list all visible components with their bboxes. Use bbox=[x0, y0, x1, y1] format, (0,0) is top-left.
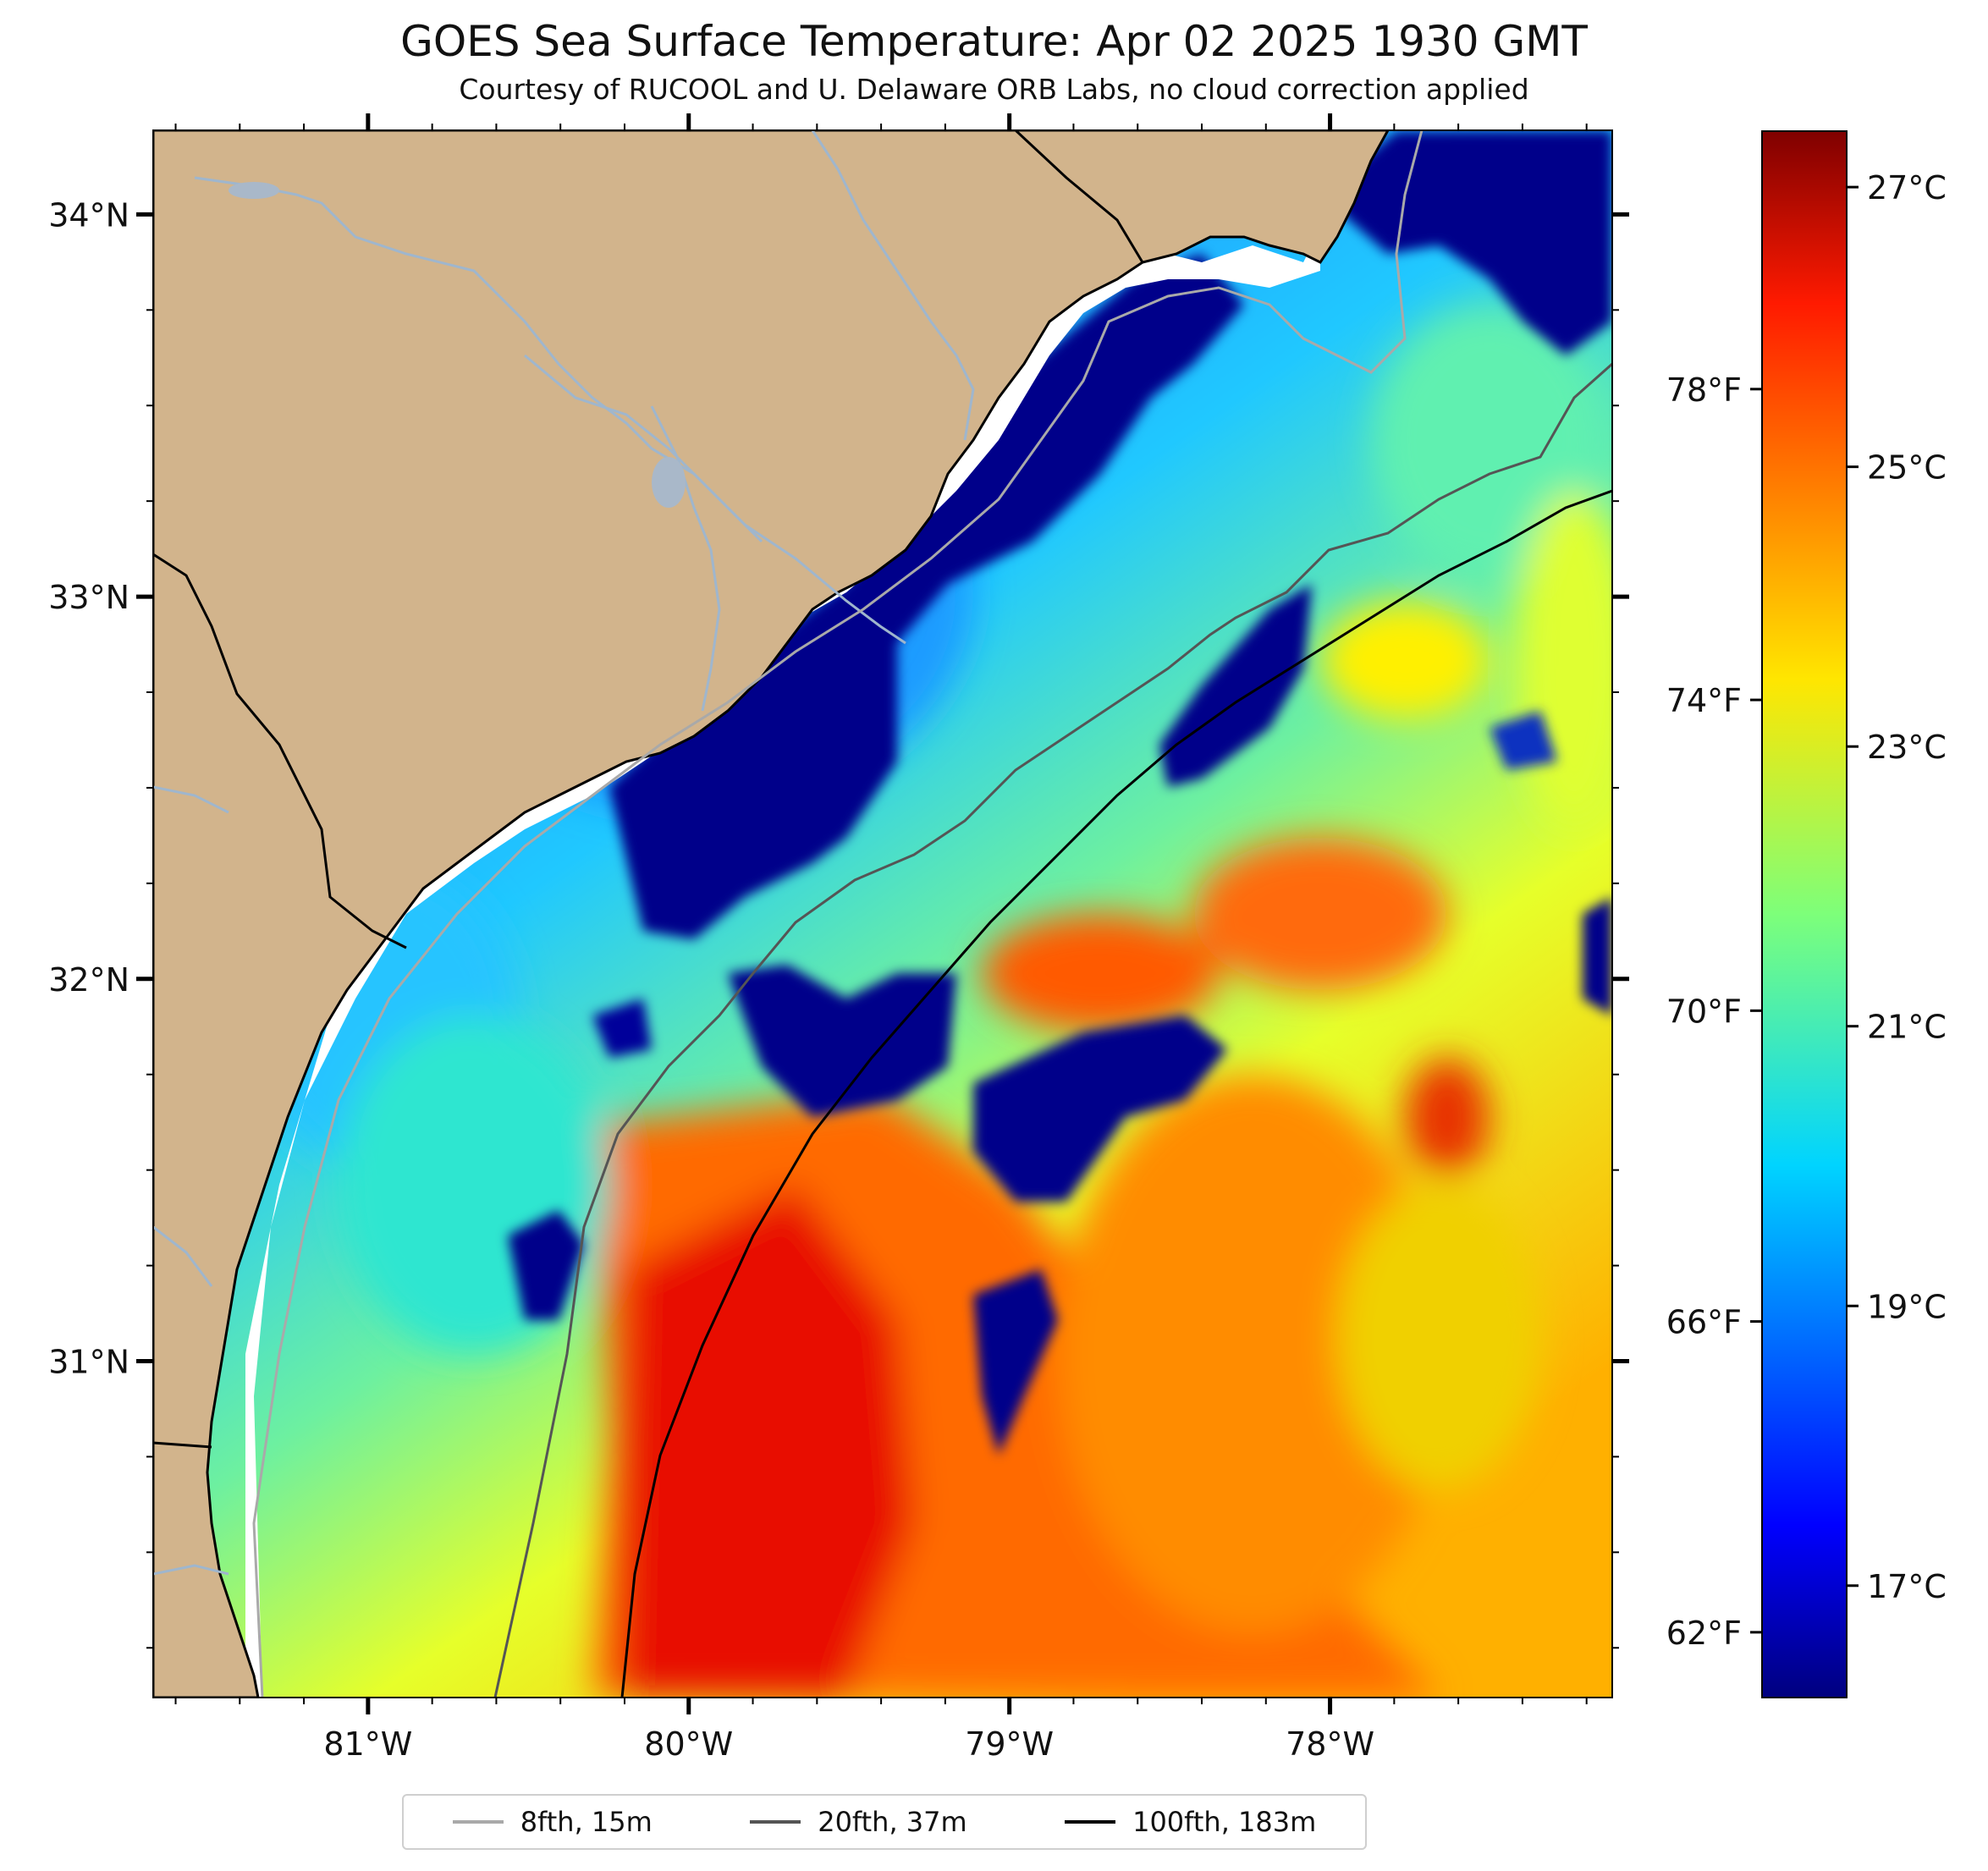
lake-marion bbox=[652, 457, 686, 508]
legend-label-20fth: 20fth, 37m bbox=[818, 1806, 967, 1838]
lon-tick-label: 81°W bbox=[323, 1725, 412, 1763]
legend-item-100fth: 100fth, 183m bbox=[1065, 1806, 1316, 1838]
colorbar bbox=[1761, 130, 1848, 1698]
map-ticks: 34°N 33°N 32°N 31°N 81°W 80°W 79°W 78°W bbox=[48, 113, 1629, 1763]
isobath-100fth bbox=[620, 489, 1612, 1698]
cold-patches bbox=[508, 130, 1612, 1456]
celsius-tick-label: 27°C bbox=[1867, 169, 1947, 206]
map-area bbox=[153, 130, 1612, 1698]
legend-item-8fth: 8fth, 15m bbox=[452, 1806, 653, 1838]
lat-tick-label: 34°N bbox=[48, 196, 129, 234]
fahrenheit-tick-label: 78°F bbox=[1666, 371, 1742, 409]
celsius-tick-label: 17°C bbox=[1867, 1568, 1947, 1605]
fahrenheit-tick-label: 74°F bbox=[1666, 682, 1742, 719]
legend-item-20fth: 20fth, 37m bbox=[750, 1806, 967, 1838]
celsius-tick-label: 21°C bbox=[1867, 1009, 1947, 1046]
fahrenheit-tick-label: 70°F bbox=[1666, 993, 1742, 1030]
celsius-tick-label: 25°C bbox=[1867, 449, 1947, 487]
lon-tick-label: 78°W bbox=[1286, 1725, 1374, 1763]
lat-tick-label: 31°N bbox=[48, 1343, 129, 1380]
isobath-legend: 8fth, 15m 20fth, 37m 100fth, 183m bbox=[402, 1794, 1367, 1850]
legend-label-8fth: 8fth, 15m bbox=[520, 1806, 653, 1838]
lat-tick-label: 33°N bbox=[48, 579, 129, 616]
isobath-20fth bbox=[493, 362, 1612, 1698]
legend-swatch-100fth bbox=[1065, 1820, 1116, 1824]
legend-swatch-20fth bbox=[750, 1820, 801, 1824]
colorbar-ticks: 27°C 25°C 23°C 21°C 19°C 17°C 78°F 74°F 70°F 66°F… bbox=[1666, 169, 1947, 1652]
land-mass bbox=[153, 130, 1390, 1698]
celsius-tick-label: 23°C bbox=[1867, 729, 1947, 766]
map-frame bbox=[152, 129, 1613, 1698]
celsius-tick-label: 19°C bbox=[1867, 1288, 1947, 1325]
lon-tick-label: 80°W bbox=[644, 1725, 733, 1763]
lon-tick-label: 79°W bbox=[965, 1725, 1054, 1763]
fahrenheit-tick-label: 66°F bbox=[1666, 1304, 1742, 1341]
fahrenheit-tick-label: 62°F bbox=[1666, 1615, 1742, 1652]
isobath-8fth bbox=[252, 130, 1424, 1698]
map-subtitle: Courtesy of RUCOOL and U. Delaware ORB L… bbox=[459, 73, 1529, 106]
legend-swatch-8fth bbox=[452, 1820, 504, 1824]
map-title: GOES Sea Surface Temperature: Apr 02 202… bbox=[400, 17, 1588, 66]
lat-tick-label: 32°N bbox=[48, 961, 129, 999]
state-borders bbox=[153, 130, 1144, 1449]
lake bbox=[229, 182, 279, 199]
legend-label-100fth: 100fth, 183m bbox=[1132, 1806, 1317, 1838]
